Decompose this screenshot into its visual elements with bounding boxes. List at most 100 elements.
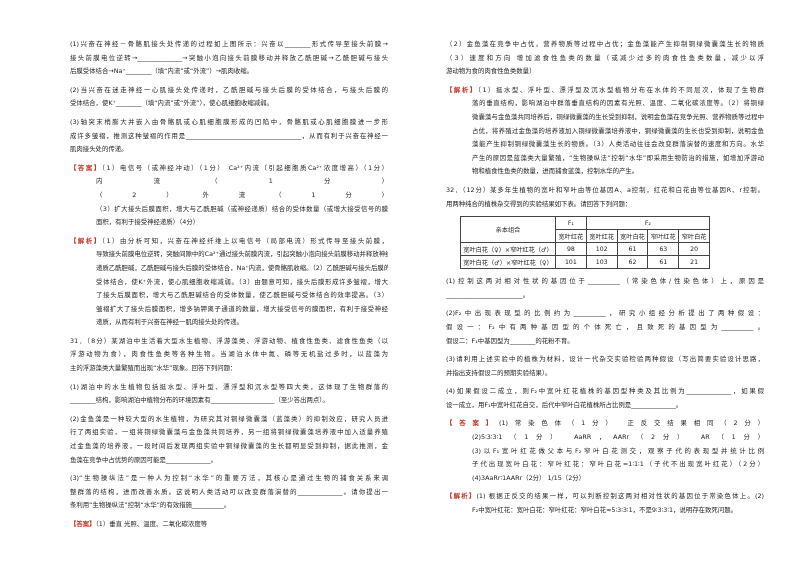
table-cell: 98 — [555, 242, 587, 257]
line-text: 行了两组实验，一组将铜绿微囊藻与金鱼藻共同培养，另一组将铜绿微囊藻培养液中加入适… — [70, 428, 388, 437]
line-text: 藻能产生抑制铜绿微囊藻生长的物质。（3）人类活动往往会改变群落演替的速度和方向。… — [472, 140, 764, 149]
line-text: 落的垂直结构，影响湖泊中群落垂直结构的因素有光照、温度、二氧化碳浓度等。（2）将… — [472, 99, 764, 108]
text-line: 用两种纯合的植株杂交得到的实验结果如下表。请回答下列问题： — [446, 198, 764, 212]
line-text: (1)兴奋在神经－骨骼肌接头处传递的过程如上图所示：兴奋以________形式传… — [70, 40, 388, 48]
paragraph: 【答案】(1)常染色体（1分） 正反交结果相同（2分） (2)5∶3∶3∶1（1分… — [446, 417, 764, 485]
header-cell: F₂ — [585, 216, 711, 231]
text-line: 整群落的结构，进而改善水质。这说明人类活动可以改变群落演替的__________… — [70, 486, 388, 500]
text-line: 行了两组实验，一组将铜绿微囊藻与金鱼藻共同培养，另一组将铜绿微囊藻培养液中加入适… — [70, 426, 388, 440]
paragraph: 【答案】（1）垂直 光照、温度、二氧化碳浓度等 — [70, 518, 388, 532]
line-text: (2)金鱼藻是一种较大型的水生植物，为研究其对铜绿微囊藻（蓝藻类）的抑制效应，研… — [70, 414, 388, 423]
line-text: 假设一：F₂中有两种基因型的个体死亡，且致死的基因型为__________。 — [446, 322, 764, 331]
text-line: (2)F₂中出现表现型的比例约为__________，研究小组经分析提出了两种假… — [446, 307, 764, 321]
text-line: (1)控制这两对相对性状的基因位于__________（常染色体/性染色体）上，… — [446, 275, 764, 289]
text-line: (3)“生物操纵法”是一种人为控制“水华”的重要方法，其核心是通过生物的捕食关系… — [70, 472, 388, 486]
line-text: （2）外流（1分） — [96, 190, 388, 199]
paragraph: (4)如果假设二成立，则F₂中宽叶红花植株的基因型种类及其比例为________… — [446, 385, 764, 412]
text-line: 【解析】（1）挺水型、浮叶型、漂浮型及沉水型植物分布在水体的不同层次，体现了生物… — [446, 84, 764, 98]
text-line: 面积，有利于接受神经递质）（4分） — [70, 216, 388, 230]
text-line: 并指出支持假设二的预期实验结果）。 — [446, 367, 764, 381]
text-line: (2)当兴奋在迷走神经一心肌接头处传递时，乙酰胆碱与接头后膜的受体结合，与接头后… — [70, 84, 388, 98]
text-line: 【解析】(1) 根据正反交的结果一样，可以判断控制这两对相对性状的基因位于常染色… — [446, 490, 764, 504]
line-text: 微囊藻与金鱼藻共同培养后，铜绿微囊藻的生长受到抑制，说明金鱼藻在竞争光照、营养物… — [472, 112, 764, 121]
line-text: 面积，有利于接受神经递质）（4分） — [96, 218, 200, 227]
text-line: 32．（12分）某多年生植物的宽叶和窄叶由等位基因A、a控制，红花和白花由等位基… — [446, 184, 764, 198]
text-line: 设一成立，用F₁中宽叶红花自交，后代中窄叶白花植株所占比例是__________… — [446, 399, 764, 413]
text-line: 落的垂直结构，影响湖泊中群落垂直结构的因素有光照、温度、二氧化碳浓度等。（2）将… — [446, 97, 764, 111]
text-line: 肌肉接头处的传递。 — [70, 143, 388, 157]
text-line: (1)湖泊中的水生植物包括挺水型、浮叶型、漂浮型和沉水型等四大类，这体现了生物群… — [70, 381, 388, 395]
text-line: 产生的原因是蓝藻类大量繁殖，“生物操纵法”控制“水华”即采用生物防治的措施，如增… — [446, 152, 764, 166]
line-text: (1)控制这两对相对性状的基因位于__________（常染色体/性染色体）上，… — [446, 277, 764, 286]
text-line: 成许多皱褶，推测这种皱褶的作用是________________________… — [70, 130, 388, 144]
table-row: 宽叶白花（♂）×窄叶红花（♀） 101 103 62 61 21 — [460, 255, 710, 270]
line-text: （2）金鱼藻在竞争中占优，营养物质等过程中占优；金鱼藻能产生抑制铜绿微囊藻生长的… — [446, 40, 764, 48]
line-text: (2)5∶3∶3∶1（1分） AaRR，AARr（2分） AR（1分） — [472, 433, 764, 442]
text-line: 31．（8分）某湖泊中生活着大型水生植物、浮游藻类、浮游动物、植食性鱼类、滤食性… — [70, 335, 388, 349]
text-line: 【答案】（1）垂直 光照、温度、二氧化碳浓度等 — [70, 518, 388, 532]
text-line: ________结构，影响湖泊中植物分布的环境因素有______________… — [70, 394, 388, 408]
text-line: 受体结合，使K⁺外流，使心肌细胞收缩减弱。（3）由题意可知，接头后膜形成许多皱褶… — [70, 276, 388, 290]
section-label: 【解析】 — [70, 236, 102, 245]
paragraph: (1)湖泊中的水生植物包括挺水型、浮叶型、漂浮型和沉水型等四大类，这体现了生物群… — [70, 381, 388, 408]
section-label: 【解析】 — [446, 492, 477, 501]
data-table: 亲本组合 F₁ F₂ 宽叶红花 宽叶红花 宽叶白花 窄叶红花 窄叶白花 宽叶白花（♀）×窄叶红花… — [460, 216, 711, 270]
paragraph: (3)“生物操纵法”是一种人为控制“水华”的重要方法，其核心是通过生物的捕食关系… — [70, 472, 388, 513]
line-text: ________________________。 — [446, 290, 530, 299]
paragraph: (3)轴突末梢膨大并嵌入由骨骼肌或心肌细胞膜形成的凹陷中，骨骼肌或心肌细胞膜进一… — [70, 116, 388, 157]
text-line: 主的浮游藻类大量繁殖而出现“水华”现象。回答下列问题： — [70, 362, 388, 376]
line-text: 产生的原因是蓝藻类大量繁殖，“生物操纵法”控制“水华”即采用生物防治的措施，如增… — [472, 153, 764, 162]
text-line: 假设一：F₂中有两种基因型的个体死亡，且致死的基因型为__________。 — [446, 321, 764, 335]
text-line: 接头前膜电位逆转→______________→突触小泡向接头前膜移动并释放乙酰… — [70, 52, 388, 66]
line-text: （1）垂直 光照、温度、二氧化碳浓度等 — [95, 520, 208, 528]
line-text: (3)以F₁宽叶红花做父本与F₂窄叶白花测交，观察子代的表现型并统计比例 — [472, 446, 764, 455]
line-text: 递质乙酰胆碱，乙酰胆碱与接头后膜的受体结合，Na⁺内流，使骨骼肌收缩。（2）乙酰… — [96, 263, 388, 272]
line-text: 成许多皱褶，推测这种皱褶的作用是________________________… — [70, 131, 388, 140]
line-text: (4)3AaRr∶1AARr（2分） 1/15（2分） — [472, 473, 586, 482]
line-text: 导致接头前膜电位逆转，突触间隙中的Ca²⁺通过接头前膜内流，引起突触小泡向接头前… — [96, 250, 388, 259]
line-text: 受体结合，使K⁺外流，使心肌细胞收缩减弱。（3）由题意可知，接头后膜形成许多皱褶… — [96, 277, 388, 286]
table-block: 亲本组合 F₁ F₂ 宽叶红花 宽叶红花 宽叶白花 窄叶红花 窄叶白花 宽叶白花（♀）×窄叶红花… — [446, 216, 764, 270]
text-line: 条利用“生物操纵法”控制“水华”的有效措施__________。 — [70, 499, 388, 513]
line-text: 用两种纯合的植株杂交得到的实验结果如下表。请回答下列问题： — [446, 199, 632, 208]
line-text: (1)常染色体（1分） 正反交结果相同（2分） — [499, 419, 764, 428]
text-line: 导致接头前膜电位逆转，突触间隙中的Ca²⁺通过接头前膜内流，引起突触小泡向接头前… — [70, 248, 388, 262]
line-text: 肌肉接头处的传递。 — [70, 145, 128, 154]
paragraph: (2)F₂中出现表现型的比例约为__________，研究小组经分析提出了两种假… — [446, 307, 764, 348]
table-cell: 21 — [678, 255, 710, 270]
subheader-cell: 窄叶红花 — [647, 229, 680, 244]
line-text: (2)F₂中出现表现型的比例约为__________，研究小组经分析提出了两种假… — [446, 309, 764, 318]
line-text: (1)湖泊中的水生植物包括挺水型、浮叶型、漂浮型和沉水型等四大类，这体现了生物群… — [70, 382, 388, 391]
table-header-row: 亲本组合 F₁ F₂ — [460, 216, 711, 244]
section-label: 【解析】 — [446, 85, 478, 94]
text-line: F₂中宽叶红花：宽叶白花：窄叶红花：窄叶白花≈5∶3∶3∶1，不是9∶3∶3∶1… — [446, 504, 764, 518]
right-column: （2）金鱼藻在竞争中占优，营养物质等过程中占优；金鱼藻能产生抑制铜绿微囊藻生长的… — [446, 38, 764, 523]
line-text: 设一成立，用F₁中宽叶红花自交，后代中窄叶白花植株所占比例是__________… — [446, 400, 683, 409]
text-line: 游动物为食的肉食性鱼类数量） — [446, 65, 764, 79]
line-text: (4)如果假设二成立，则F₂中宽叶红花植株的基因型种类及其比例为________… — [446, 387, 764, 396]
line-text: F₂中宽叶红花：宽叶白花：窄叶红花：窄叶白花≈5∶3∶3∶1，不是9∶3∶3∶1… — [472, 506, 737, 515]
text-line: （2）金鱼藻在竞争中占优，营养物质等过程中占优；金鱼藻能产生抑制铜绿微囊藻生长的… — [446, 38, 764, 52]
text-line: 【答案】(1)常染色体（1分） 正反交结果相同（2分） — [446, 417, 764, 431]
table-cell: 宽叶白花（♀）×窄叶红花（♂） — [460, 242, 556, 257]
line-text: 32．（12分）某多年生植物的宽叶和窄叶由等位基因A、a控制，红花和白花由等位基… — [446, 185, 764, 194]
line-text: 受体结合，使K⁺________（填“内流”或“外流”），使心肌细胞收缩减弱。 — [70, 99, 273, 108]
line-text: 条利用“生物操纵法”控制“水华”的有效措施__________。 — [70, 501, 231, 510]
text-line: （3）速度和方向 增加滤食性鱼类的数量（或减少过多的肉食性鱼类数量，减少以浮 — [446, 52, 764, 66]
paragraph: 【解析】(1) 根据正反交的结果一样，可以判断控制这两对相对性状的基因位于常染色… — [446, 490, 764, 517]
text-line: （3）扩大接头后膜面积，增大与乙酰胆碱（或神经递质）结合的受体数量（或增大接受信… — [70, 203, 388, 217]
text-line: (4)3AaRr∶1AARr（2分） 1/15（2分） — [446, 472, 764, 486]
paragraph: (1)控制这两对相对性状的基因位于__________（常染色体/性染色体）上，… — [446, 275, 764, 302]
subheader-cell: 宽叶红花 — [555, 229, 587, 244]
text-line: 内流（1分） — [70, 175, 388, 189]
table-cell: 63 — [647, 242, 680, 257]
paragraph: (2)当兴奋在迷走神经一心肌接头处传递时，乙酰胆碱与接头后膜的受体结合，与接头后… — [70, 84, 388, 111]
line-text: 整群落的结构，进而改善水质。这说明人类活动可以改变群落演替的__________… — [70, 487, 388, 496]
left-column: (1)兴奋在神经－骨骼肌接头处传递的过程如上图所示：兴奋以________形式传… — [70, 38, 388, 537]
text-line: 皱褶扩大了接头后膜面积，增多钠钾离子通道的数量，增大接受信号的膜面积，有利于接受… — [70, 303, 388, 317]
text-line: 物和植食性鱼类的数量，进而捕食蓝藻，控制水华的产生。 — [446, 165, 764, 179]
paragraph: 【解析】（1）挺水型、浮叶型、漂浮型及沉水型植物分布在水体的不同层次，体现了生物… — [446, 84, 764, 179]
line-text: 接头前膜电位逆转→______________→突触小泡向接头前膜移动并释放乙酰… — [70, 53, 388, 62]
subheader-cell: 宽叶白花 — [616, 229, 649, 244]
